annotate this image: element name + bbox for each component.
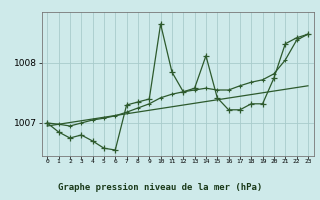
Text: Graphe pression niveau de la mer (hPa): Graphe pression niveau de la mer (hPa) xyxy=(58,183,262,192)
